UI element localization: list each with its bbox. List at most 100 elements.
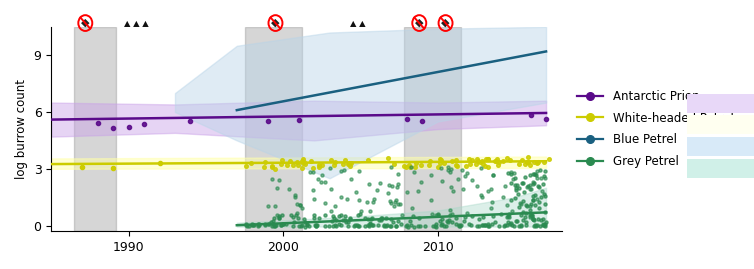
Point: [325, 158, 337, 162]
Point: [390, 224, 402, 228]
Point: [400, 190, 412, 194]
Point: [525, 202, 537, 206]
Point: [316, 163, 328, 167]
Point: [532, 161, 544, 165]
Point: [349, 223, 361, 228]
Point: [360, 200, 372, 204]
Point: [505, 169, 517, 174]
Point: [308, 216, 320, 220]
Point: [385, 224, 397, 228]
Point: [366, 200, 379, 204]
Point: [522, 155, 534, 160]
Point: [379, 215, 391, 220]
Point: [483, 157, 495, 162]
Point: [409, 165, 421, 169]
Point: [342, 224, 354, 228]
Point: [486, 187, 498, 192]
Point: [465, 223, 477, 228]
Point: [291, 160, 303, 164]
Bar: [244, 27, 302, 231]
Point: [533, 199, 545, 204]
Point: [428, 224, 440, 228]
Point: [480, 223, 492, 227]
Point: [445, 185, 457, 189]
Point: [446, 212, 458, 216]
Point: [415, 180, 427, 185]
Point: [435, 158, 447, 162]
Point: [505, 197, 517, 202]
Point: [268, 216, 280, 220]
Point: [244, 224, 256, 228]
Point: [474, 217, 486, 222]
Point: [329, 223, 342, 227]
Point: [532, 160, 544, 164]
Point: [476, 159, 488, 163]
Point: [328, 162, 340, 167]
Point: [513, 205, 525, 209]
Point: [523, 163, 535, 167]
Point: [510, 188, 522, 193]
Point: [520, 162, 532, 166]
Point: [497, 159, 509, 164]
Point: [326, 214, 339, 218]
Point: [293, 118, 305, 122]
Point: [515, 212, 527, 217]
Point: [521, 185, 533, 189]
Point: [537, 223, 549, 227]
Point: [434, 157, 446, 161]
Point: [273, 178, 285, 182]
Point: [298, 217, 310, 221]
Point: [457, 187, 469, 191]
Point: [461, 171, 474, 175]
Point: [527, 198, 539, 202]
Point: [266, 165, 278, 169]
Point: [489, 159, 501, 163]
Point: [423, 163, 435, 167]
Point: [379, 224, 391, 228]
Point: [535, 189, 547, 193]
Point: [526, 194, 538, 198]
Point: [521, 160, 533, 165]
Point: [329, 204, 342, 208]
Point: [343, 161, 355, 165]
Point: [339, 158, 351, 162]
Point: [394, 202, 406, 206]
Point: [498, 224, 510, 228]
Point: [477, 223, 489, 227]
Point: [385, 201, 397, 205]
Point: [464, 161, 477, 166]
Point: [526, 213, 538, 218]
Point: [527, 180, 539, 185]
Point: [296, 222, 308, 227]
Point: [290, 211, 302, 215]
Point: [310, 222, 322, 227]
Point: [415, 163, 428, 167]
Point: [271, 223, 283, 228]
Point: [296, 159, 308, 163]
Point: [516, 210, 529, 214]
Point: [492, 162, 504, 167]
Point: [499, 223, 511, 228]
Point: [530, 224, 542, 228]
Point: [273, 215, 285, 220]
Point: [537, 217, 549, 221]
Point: [284, 159, 296, 164]
Point: [532, 216, 544, 221]
Point: [333, 214, 345, 218]
Point: [412, 216, 425, 220]
Point: [268, 219, 280, 223]
Point: [474, 160, 486, 164]
Point: [313, 164, 325, 169]
Point: [311, 223, 323, 227]
Point: [362, 222, 374, 227]
Point: [444, 213, 456, 217]
Point: [431, 222, 443, 226]
Point: [304, 170, 316, 175]
Point: [253, 222, 265, 227]
Point: [368, 197, 380, 201]
Point: [515, 223, 527, 227]
Point: [461, 211, 473, 215]
Point: [513, 186, 526, 190]
Point: [319, 213, 331, 217]
Point: [338, 168, 350, 172]
